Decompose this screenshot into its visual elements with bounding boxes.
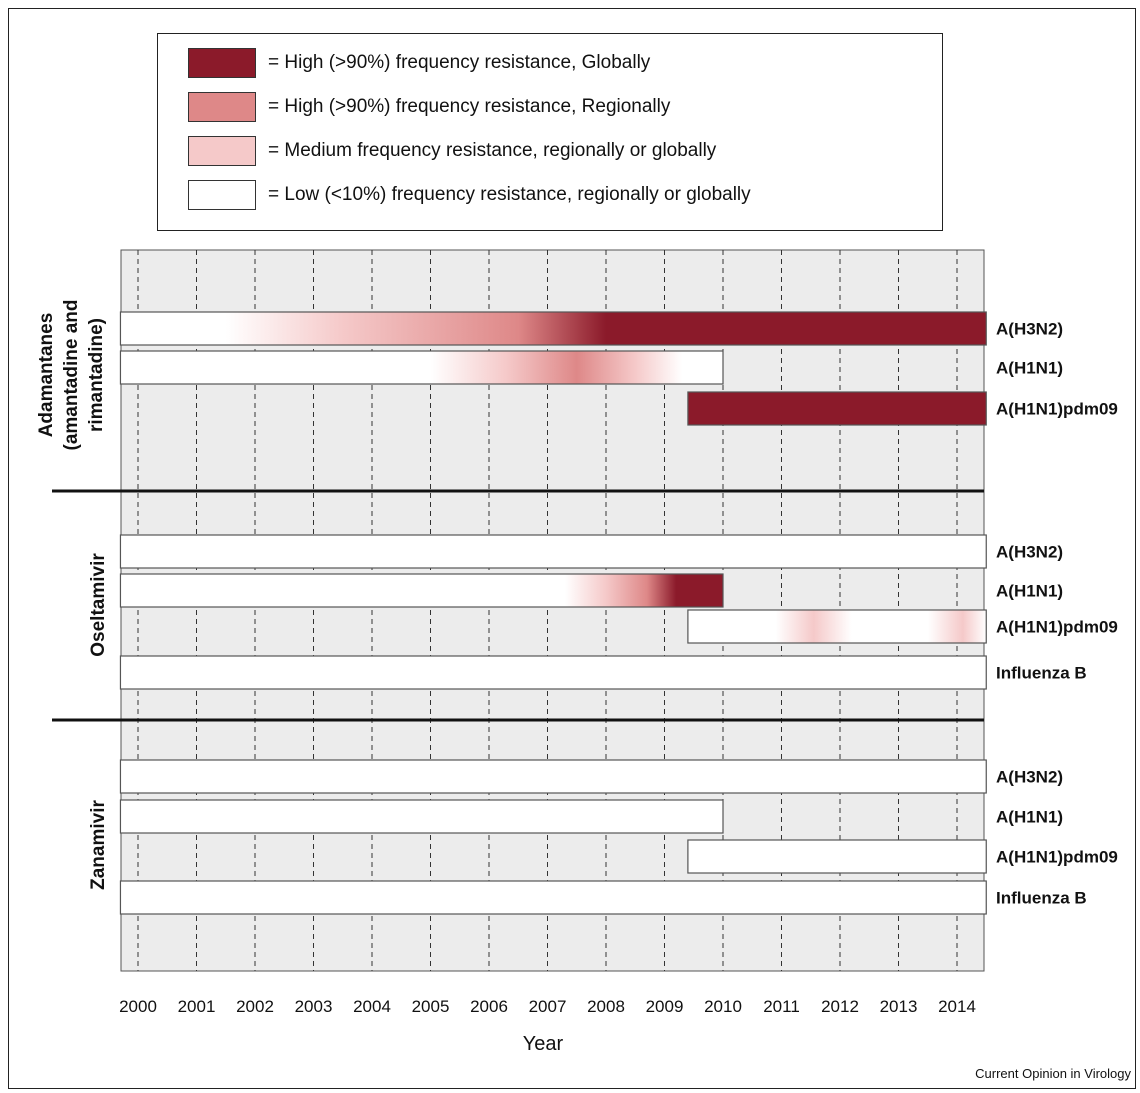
legend-label: = Low (<10%) frequency resistance, regio… <box>268 184 751 205</box>
row-label: A(H1N1)pdm09 <box>996 400 1118 419</box>
x-tick-label: 2001 <box>178 997 216 1016</box>
resistance-bar <box>119 311 987 346</box>
legend-item-medium: = Medium frequency resistance, regionall… <box>188 134 716 168</box>
resistance-bar <box>687 609 987 644</box>
x-tick-label: 2002 <box>236 997 274 1016</box>
x-tick-label: 2005 <box>412 997 450 1016</box>
legend-label: = High (>90%) frequency resistance, Regi… <box>268 96 671 117</box>
x-tick-label: 2010 <box>704 997 742 1016</box>
group-label: Oseltamivir <box>88 553 109 657</box>
row-label: Influenza B <box>996 664 1087 683</box>
x-tick-label: 2012 <box>821 997 859 1016</box>
resistance-bar <box>119 880 987 915</box>
legend-item-global-high: = High (>90%) frequency resistance, Glob… <box>188 46 650 80</box>
resistance-bar <box>687 391 987 426</box>
resistance-bar <box>119 655 987 690</box>
row-label: A(H3N2) <box>996 543 1063 562</box>
x-tick-label: 2008 <box>587 997 625 1016</box>
x-tick-label: 2006 <box>470 997 508 1016</box>
legend-swatch-low <box>188 180 256 210</box>
figure-frame <box>8 8 1136 1089</box>
row-label: A(H1N1) <box>996 582 1063 601</box>
resistance-bar <box>119 759 987 794</box>
legend-item-low: = Low (<10%) frequency resistance, regio… <box>188 178 751 212</box>
legend-item-regional-high: = High (>90%) frequency resistance, Regi… <box>188 90 670 124</box>
x-tick-label: 2011 <box>763 997 800 1016</box>
credit-text: Current Opinion in Virology <box>975 1066 1131 1081</box>
legend-label: = Medium frequency resistance, regionall… <box>268 140 717 161</box>
row-label: A(H1N1) <box>996 359 1063 378</box>
group-label: (amantadine and <box>61 300 82 451</box>
x-tick-label: 2000 <box>119 997 157 1016</box>
x-tick-label: 2014 <box>938 997 976 1016</box>
resistance-bar <box>119 573 724 608</box>
legend-swatch-medium <box>188 136 256 166</box>
group-label: Adamantanes <box>36 313 57 438</box>
legend-swatch-global-high <box>188 48 256 78</box>
x-tick-label: 2004 <box>353 997 391 1016</box>
resistance-bar <box>119 350 724 385</box>
row-label: Influenza B <box>996 889 1087 908</box>
resistance-bar <box>119 799 724 834</box>
resistance-bar <box>687 839 987 874</box>
row-label: A(H1N1)pdm09 <box>996 618 1118 637</box>
legend-swatch-regional-high <box>188 92 256 122</box>
x-tick-label: 2007 <box>529 997 567 1016</box>
x-tick-label: 2013 <box>880 997 918 1016</box>
row-label: A(H3N2) <box>996 320 1063 339</box>
row-label: A(H1N1)pdm09 <box>996 848 1118 867</box>
x-tick-label: 2003 <box>295 997 333 1016</box>
row-label: A(H3N2) <box>996 768 1063 787</box>
legend-label: = High (>90%) frequency resistance, Glob… <box>268 52 651 73</box>
x-axis-label: Year <box>523 1033 564 1055</box>
group-label: Zanamivir <box>88 800 109 890</box>
legend: = High (>90%) frequency resistance, Glob… <box>157 33 943 231</box>
group-label: rimantadine) <box>86 318 107 432</box>
x-tick-label: 2009 <box>646 997 684 1016</box>
resistance-bar <box>119 534 987 569</box>
row-label: A(H1N1) <box>996 808 1063 827</box>
